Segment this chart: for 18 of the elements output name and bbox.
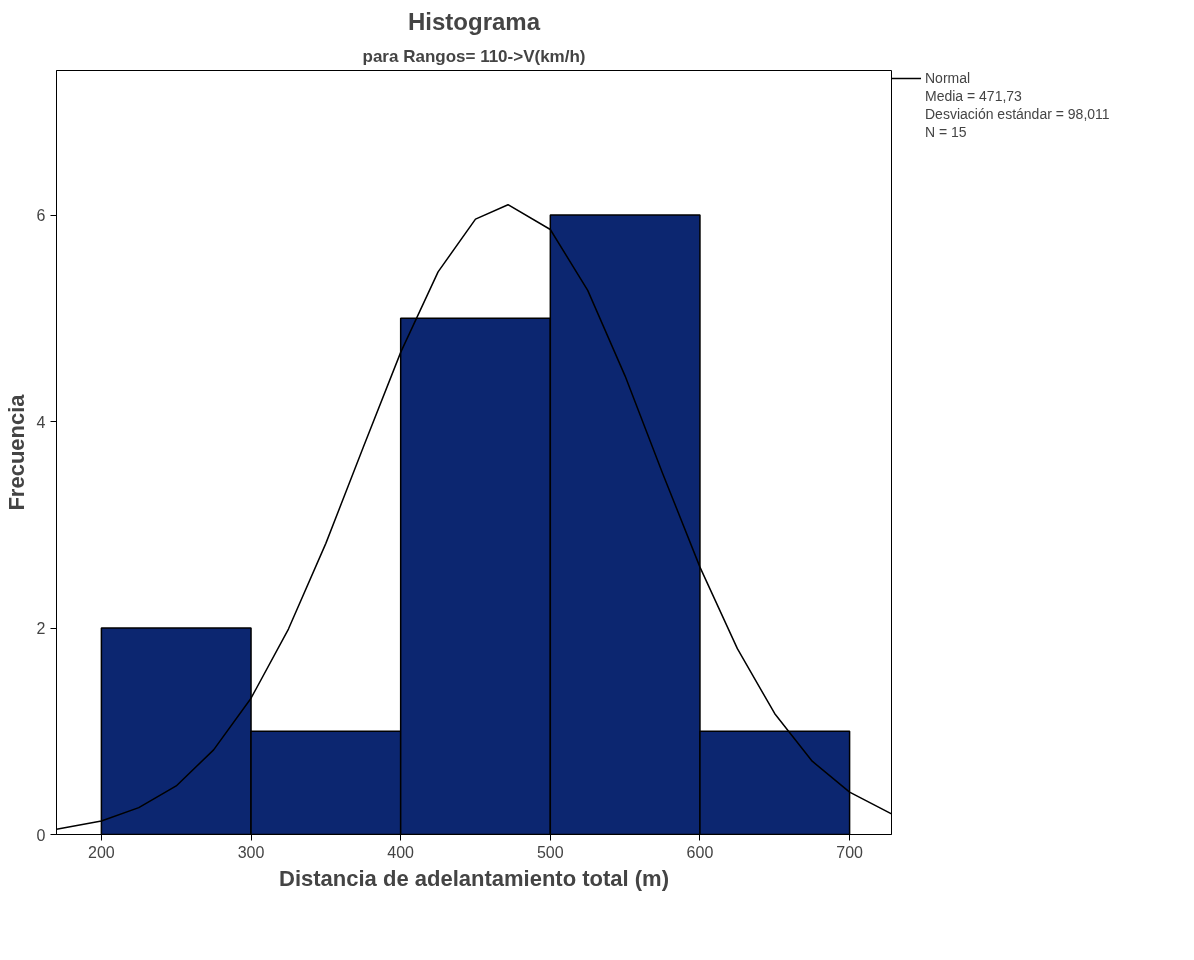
text: N = 15 xyxy=(925,124,967,140)
x-axis-title: Distancia de adelantamiento total (m) xyxy=(279,865,669,891)
y-tick-label: 4 xyxy=(36,413,46,431)
legend-label: Normal xyxy=(925,70,971,86)
y-tick-label: 2 xyxy=(36,620,46,638)
x-tick-label: 300 xyxy=(237,843,265,861)
x-tick-label: 400 xyxy=(387,843,415,861)
x-tick-label: 700 xyxy=(836,843,864,861)
y-tick-label: 6 xyxy=(36,207,46,225)
text: Media = 471,73 xyxy=(925,88,1022,104)
y-tick-label: 0 xyxy=(36,826,46,844)
y-axis-title: Frecuencia xyxy=(3,393,29,511)
chart-title: Histograma xyxy=(407,7,541,35)
x-tick-label: 600 xyxy=(686,843,714,861)
x-tick-label: 200 xyxy=(88,843,115,861)
text: Desviación estándar = 98,011 xyxy=(925,106,1110,122)
chart-subtitle: para Rangos= 110->V(km/h) xyxy=(362,46,586,66)
x-tick-label: 500 xyxy=(536,843,564,861)
